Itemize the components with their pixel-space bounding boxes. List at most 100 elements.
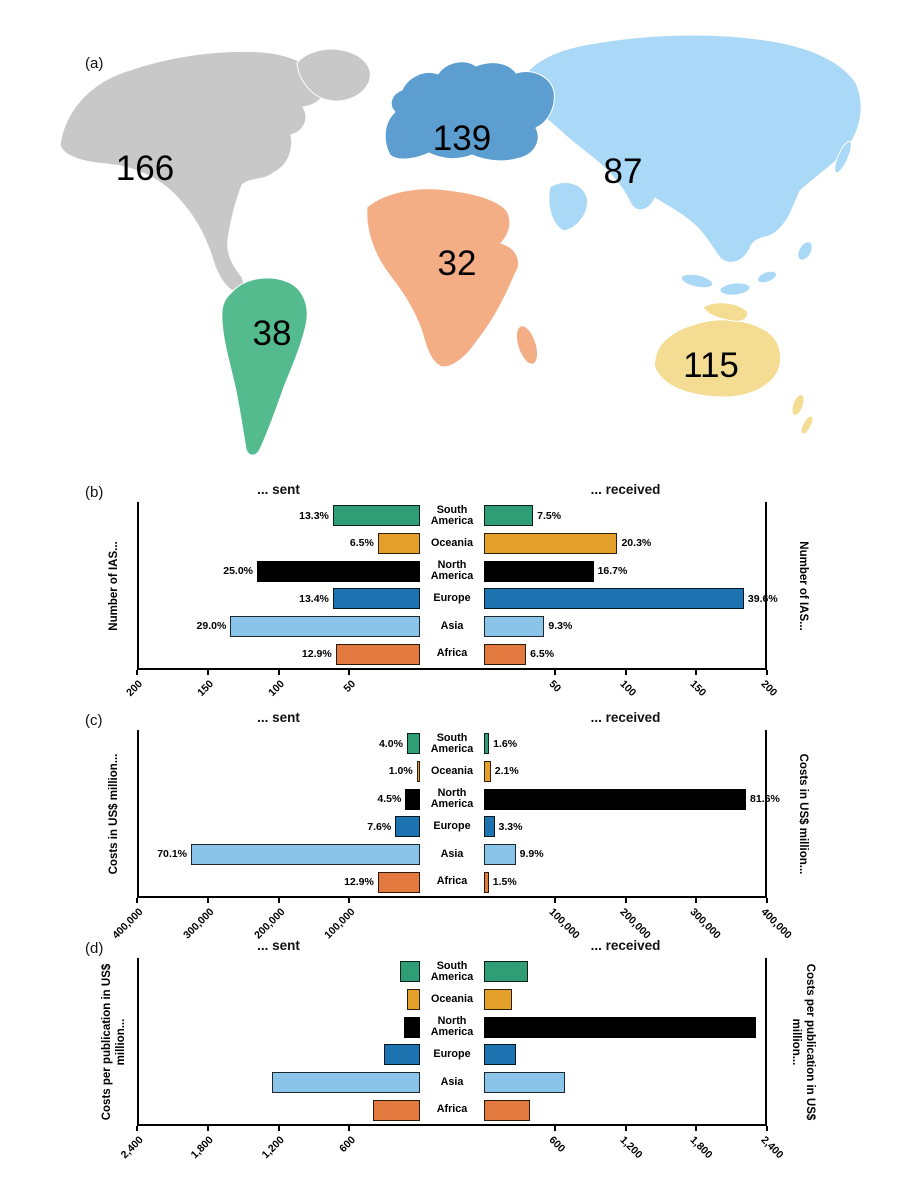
axis-tick xyxy=(348,1126,351,1131)
sent-bar-row: 70.1% xyxy=(139,841,420,869)
received-bar-row: 9.9% xyxy=(484,841,765,869)
y-axis-title-left: Number of IAS... xyxy=(108,541,121,631)
axis-tick-label: 100 xyxy=(617,678,638,699)
region-madagascar xyxy=(515,325,539,365)
axis-tick xyxy=(766,898,768,903)
received-bar-row: 1.5% xyxy=(484,868,765,896)
axis-tick xyxy=(553,670,556,675)
sent-bar-europe xyxy=(332,588,420,610)
received-value-label: 9.9% xyxy=(519,848,544,861)
received-bar-row: 6.5% xyxy=(484,640,765,668)
axis-tick-label: 1,200 xyxy=(259,1134,287,1162)
sent-bar-row xyxy=(139,986,420,1014)
received-bars-column xyxy=(484,958,767,1124)
axis-tick xyxy=(695,1126,698,1131)
category-label: North America xyxy=(430,558,474,583)
region-arabia xyxy=(548,182,588,232)
category-label: North America xyxy=(430,786,474,811)
region-indonesia-1 xyxy=(680,273,714,289)
sent-bar-row: 12.9% xyxy=(139,640,420,668)
region-indonesia-2 xyxy=(719,282,751,296)
axis-tick-label: 600 xyxy=(546,1134,568,1155)
received-bar-row: 7.5% xyxy=(484,502,765,530)
x-axis: 200 150 100 50 50 100 150 200 xyxy=(125,670,779,706)
map-value-asia: 87 xyxy=(604,152,643,191)
axis-tick xyxy=(766,670,768,675)
sent-bar-row: 12.9% xyxy=(139,868,420,896)
sent-bar-row: 6.5% xyxy=(139,530,420,558)
x-axis: 400,000 300,000 200,000 100,000 100,000 200,… xyxy=(110,898,794,941)
map-value-south-america: 38 xyxy=(253,314,292,353)
axis-tick xyxy=(695,670,698,675)
panel-costs-per-publication: (d) Costs per publication in US$ million… xyxy=(0,934,921,1162)
pyramid-chart: ... sent ... received 13.3% 6.5% 25.0% 13.4… xyxy=(125,482,780,706)
received-value-label: 20.3% xyxy=(621,537,652,550)
received-bar-row: 2.1% xyxy=(484,758,765,786)
map-value-europe: 139 xyxy=(433,119,491,158)
category-labels-column: South America Oceania North America Europe A… xyxy=(420,502,484,668)
axis-tick-label: 1,800 xyxy=(189,1134,217,1162)
region-philippines xyxy=(797,241,813,261)
received-bar-row: 3.3% xyxy=(484,813,765,841)
axis-tick xyxy=(624,1126,627,1131)
received-bar-europe xyxy=(484,588,744,610)
category-label: South America xyxy=(430,503,474,527)
axis-tick-label: 600 xyxy=(336,1134,358,1155)
axis-tick-label: 150 xyxy=(687,678,709,699)
axis-tick-label: 50 xyxy=(340,678,358,695)
region-south-america xyxy=(221,277,308,456)
received-bar-row xyxy=(484,1096,765,1124)
x-axis-right: 100,000 200,000 300,000 400,000 xyxy=(484,898,794,941)
sent-bar-asia xyxy=(272,1071,420,1093)
axis-tick xyxy=(206,898,209,903)
category-label: Asia xyxy=(440,619,464,632)
sent-value-label: 25.0% xyxy=(223,565,254,578)
x-axis-left: 2,400 1,800 1,200 600 xyxy=(118,1126,420,1162)
axis-tick xyxy=(766,1126,768,1131)
chart-plot-area: 13.3% 6.5% 25.0% 13.4% 29.0% 12.9% South Amer… xyxy=(137,502,778,670)
received-bar-north-america xyxy=(484,1016,756,1038)
sent-bar-africa xyxy=(377,871,420,893)
pyramid-chart: ... sent ... received 4.0% 1.0% 4.5% 7.6% 70… xyxy=(110,710,794,941)
received-value-label: 2.1% xyxy=(494,765,519,778)
received-value-label: 7.5% xyxy=(537,509,562,522)
sent-bar-row xyxy=(139,958,420,986)
panel-label-d: (d) xyxy=(85,940,104,957)
received-bar-row xyxy=(484,1069,765,1097)
received-value-label: 6.5% xyxy=(530,648,555,661)
region-new-zealand-south xyxy=(800,415,814,435)
received-bars-column: 7.5% 20.3% 16.7% 39.6% 9.3% 6.5% xyxy=(484,502,778,668)
axis-tick xyxy=(348,670,351,675)
category-label: Europe xyxy=(433,1048,471,1061)
received-bar-row xyxy=(484,958,765,986)
sent-bar-oceania xyxy=(377,532,420,554)
axis-tick xyxy=(136,898,138,903)
chart-titles: ... sent ... received xyxy=(137,938,767,958)
received-bar-africa xyxy=(484,871,489,893)
y-axis-title-left: Costs per publication in US$ million... xyxy=(101,963,127,1121)
received-bar-oceania xyxy=(484,760,491,782)
axis-tick-label: 50 xyxy=(546,678,564,695)
panel-costs: (c) Costs in US$ million... Costs in US$… xyxy=(0,706,921,941)
region-australia xyxy=(653,319,782,398)
received-bar-row xyxy=(484,1013,765,1041)
region-north-america xyxy=(59,50,325,293)
world-map: 166 38 139 32 87 115 xyxy=(59,34,862,456)
category-label: Oceania xyxy=(430,764,473,777)
sent-value-label: 7.6% xyxy=(367,820,392,833)
axis-tick-label: 1,200 xyxy=(617,1134,645,1162)
y-axis-title-right: Costs in US$ million... xyxy=(796,753,809,875)
category-label: South America xyxy=(430,731,474,755)
sent-value-label: 29.0% xyxy=(196,620,227,633)
axis-tick xyxy=(624,898,627,903)
sent-value-label: 4.0% xyxy=(379,737,403,750)
received-bar-row xyxy=(484,986,765,1014)
region-indonesia-3 xyxy=(756,270,778,284)
sent-bar-north-america xyxy=(257,560,420,582)
chart-titles: ... sent ... received xyxy=(137,710,767,730)
received-bar-africa xyxy=(484,643,527,665)
panel-map: (a) 166 3 xyxy=(0,15,921,477)
received-bar-oceania xyxy=(484,988,513,1010)
sent-bar-row: 29.0% xyxy=(139,613,420,641)
x-axis-left: 200 150 100 50 xyxy=(125,670,420,706)
